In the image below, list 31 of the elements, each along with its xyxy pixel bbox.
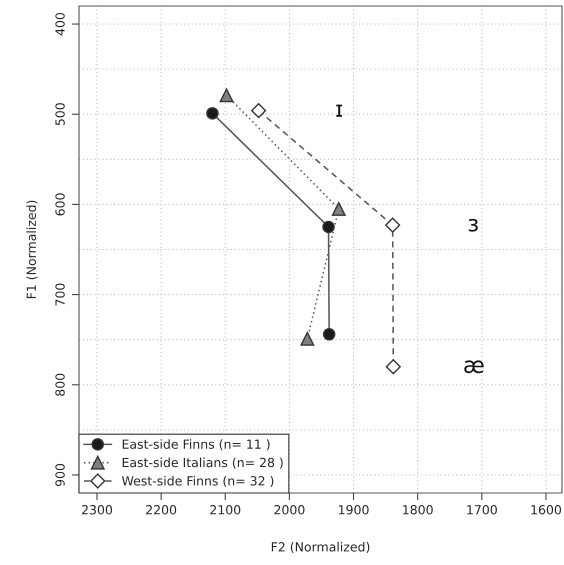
- y-tick-label: 800: [55, 374, 65, 396]
- x-tick-label: 2000: [274, 505, 304, 514]
- y-axis-title: F1 (Normalized): [26, 200, 38, 298]
- y-tick-label: 900: [55, 464, 65, 486]
- y-tick-label: 600: [55, 193, 65, 216]
- annotation: æ: [464, 360, 484, 374]
- y-tick-label: 400: [55, 12, 65, 36]
- x-tick-label: 1700: [467, 505, 497, 514]
- y-tick-label: 500: [55, 103, 65, 126]
- x-tick-label: 1600: [531, 505, 562, 514]
- x-tick-label: 2300: [82, 505, 112, 514]
- point: [332, 202, 346, 216]
- x-axis-title: F2 (Normalized): [272, 542, 370, 554]
- y-tick-label: 700: [55, 283, 65, 306]
- point: [251, 103, 266, 118]
- legend-label: East-side Finns (n= 11 ): [122, 439, 270, 450]
- x-tick-label: 1900: [339, 505, 369, 514]
- point: [385, 218, 400, 233]
- legend-label: West-side Finns (n= 32 ): [122, 476, 274, 488]
- point: [386, 359, 401, 374]
- point: [300, 332, 314, 346]
- point: [322, 328, 336, 341]
- x-tick-label: 2100: [210, 505, 240, 514]
- point: [322, 220, 335, 234]
- x-tick-label: 1800: [403, 505, 433, 514]
- point: [220, 88, 234, 102]
- annotation: ɪ: [336, 104, 342, 117]
- point: [206, 107, 219, 120]
- legend-label: East-side Italians (n= 28 ): [122, 458, 283, 469]
- annotation: ɜ: [468, 218, 478, 232]
- x-tick-label: 2200: [146, 505, 176, 514]
